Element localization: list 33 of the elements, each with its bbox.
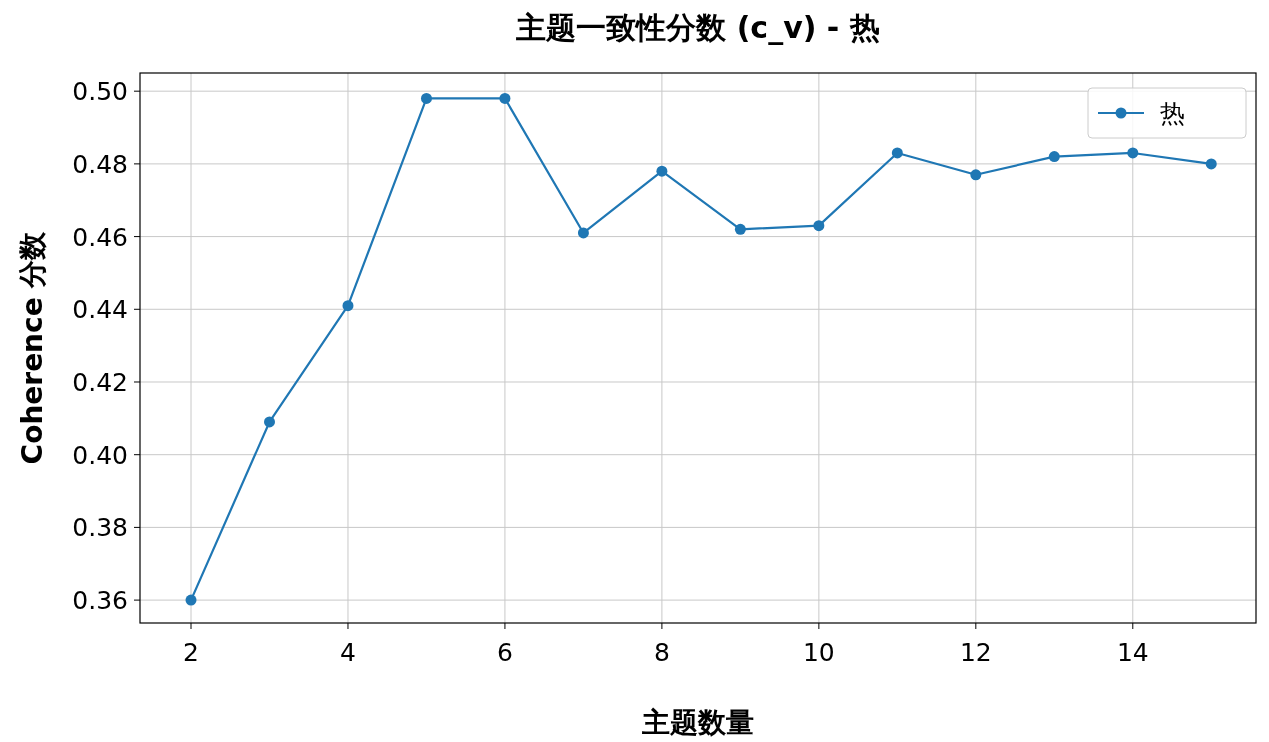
x-tick-label: 8 (653, 638, 670, 667)
y-tick-label: 0.40 (72, 440, 128, 470)
legend-label: 热 (1160, 99, 1185, 128)
x-tick-label: 10 (802, 638, 835, 667)
y-tick-label: 0.42 (72, 367, 128, 397)
x-axis-title: 主题数量 (641, 706, 754, 739)
point (813, 220, 825, 232)
point (656, 165, 668, 177)
chart-title: 主题一致性分数 (c_v) - 热 (515, 10, 880, 45)
y-axis-title: Coherence 分数 (16, 230, 49, 465)
y-tick-label: 0.44 (72, 295, 128, 325)
y-tick-label: 0.48 (72, 149, 128, 179)
point (185, 594, 197, 606)
point (734, 223, 746, 235)
y-tick-label: 0.38 (72, 513, 128, 543)
point (891, 147, 903, 159)
point (420, 92, 432, 104)
point (970, 169, 982, 181)
x-tick-label: 14 (1116, 638, 1149, 667)
y-tick-label: 0.46 (72, 222, 128, 252)
point (577, 227, 589, 239)
point (263, 416, 275, 428)
point (1127, 147, 1139, 159)
x-tick-label: 12 (959, 638, 992, 667)
x-tick-label: 2 (183, 638, 199, 667)
y-tick-label: 0.50 (72, 77, 128, 107)
x-tick-label: 6 (496, 638, 513, 667)
y-tick-label: 0.36 (72, 586, 128, 616)
point (499, 92, 511, 104)
point (1048, 151, 1060, 163)
point (1205, 158, 1217, 170)
point (342, 300, 354, 312)
x-tick-label: 4 (340, 638, 356, 667)
